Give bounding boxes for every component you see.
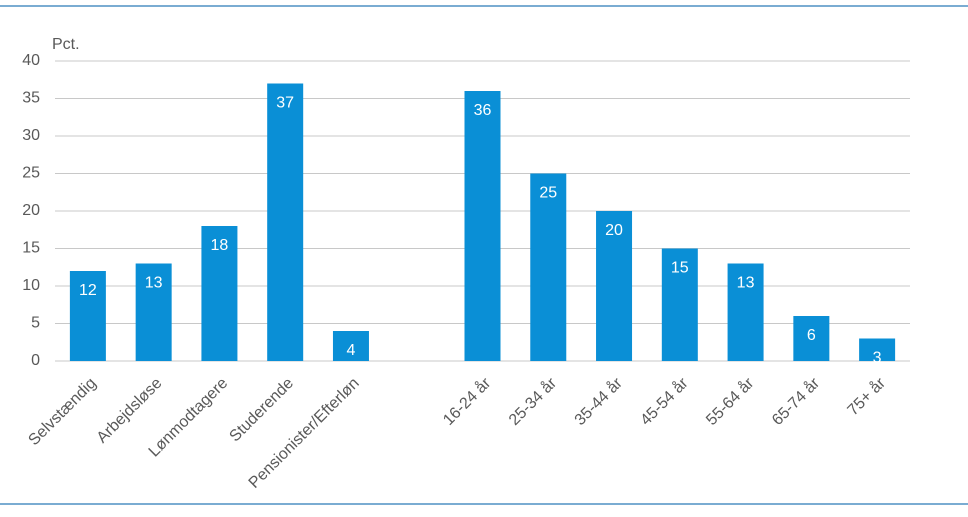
value-label: 18 bbox=[211, 237, 229, 254]
y-tick-label: 10 bbox=[22, 277, 40, 294]
value-label: 3 bbox=[873, 350, 882, 367]
x-tick-label: Studerende bbox=[226, 375, 297, 446]
x-tick-label: 25-34 år bbox=[505, 374, 560, 429]
x-tick-label: 65-74 år bbox=[768, 374, 823, 429]
value-label: 15 bbox=[671, 260, 689, 277]
bar bbox=[464, 91, 501, 361]
bar bbox=[596, 211, 633, 361]
bar bbox=[793, 316, 830, 361]
value-label: 36 bbox=[474, 102, 492, 119]
x-tick-label: 45-54 år bbox=[637, 374, 692, 429]
bar bbox=[332, 331, 369, 361]
bar bbox=[201, 226, 238, 361]
value-label: 13 bbox=[737, 275, 755, 292]
x-tick-label: 75+ år bbox=[844, 374, 890, 420]
value-label: 37 bbox=[276, 95, 294, 112]
x-tick-label: Arbejdsløse bbox=[94, 375, 166, 447]
bar bbox=[135, 263, 172, 361]
value-label: 6 bbox=[807, 327, 816, 344]
x-tick-label: Selvstændig bbox=[25, 375, 99, 449]
y-tick-label: 30 bbox=[22, 127, 40, 144]
x-tick-label: 55-64 år bbox=[703, 374, 758, 429]
y-tick-label: 5 bbox=[31, 315, 40, 332]
y-tick-label: 20 bbox=[22, 202, 40, 219]
value-label: 13 bbox=[145, 275, 163, 292]
y-tick-label: 25 bbox=[22, 165, 40, 182]
y-axis-label: Pct. bbox=[52, 36, 80, 53]
bar bbox=[661, 248, 698, 361]
y-tick-label: 0 bbox=[31, 352, 40, 369]
value-label: 25 bbox=[539, 185, 557, 202]
bar bbox=[69, 271, 106, 361]
value-label: 20 bbox=[605, 222, 623, 239]
x-tick-label: Pensionister/Efterløn bbox=[246, 375, 363, 492]
value-label: 4 bbox=[347, 342, 356, 359]
y-tick-label: 35 bbox=[22, 90, 40, 107]
x-tick-label: 16-24 år bbox=[439, 374, 494, 429]
y-tick-label: 15 bbox=[22, 240, 40, 257]
bar bbox=[859, 338, 896, 361]
bar bbox=[727, 263, 764, 361]
bar bbox=[267, 83, 304, 361]
x-tick-label: 35-44 år bbox=[571, 374, 626, 429]
bar bbox=[530, 173, 567, 361]
value-label: 12 bbox=[79, 282, 97, 299]
y-tick-label: 40 bbox=[22, 52, 40, 69]
